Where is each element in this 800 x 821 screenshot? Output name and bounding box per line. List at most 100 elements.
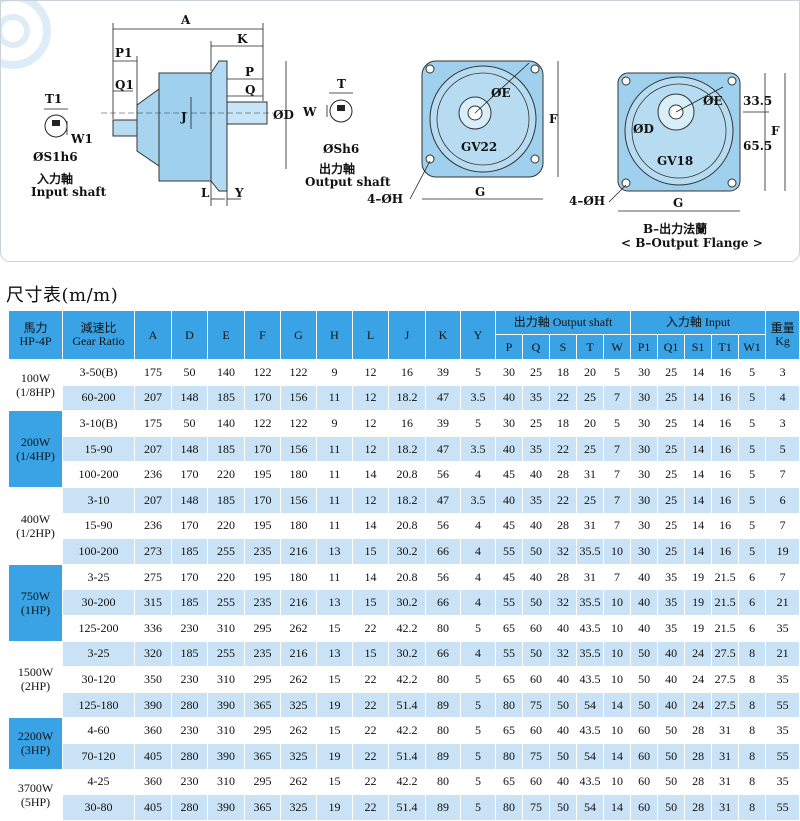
table-cell: 16 — [388, 410, 426, 437]
table-cell: 40 — [630, 589, 659, 616]
table-cell: 43.5 — [576, 666, 604, 693]
table-cell: 236 — [134, 512, 172, 540]
gear-ratio-cell: 125-180 — [62, 691, 135, 719]
table-cell: 255 — [207, 640, 245, 668]
table-row: 750W (1HP) 3-25 275 170 220 195 180 11 14 20.8 56 4 4… — [8, 563, 800, 642]
table-cell: 336 — [134, 614, 172, 642]
table-cell: 5 — [738, 384, 767, 412]
table-cell: 55 — [765, 742, 800, 770]
table-cell: 80 — [495, 742, 523, 770]
table-cell: 40 — [657, 691, 686, 719]
table-cell: 21.5 — [711, 614, 740, 642]
gear-ratio-cell: 125-200 — [62, 614, 135, 642]
table-cell: 80 — [425, 666, 461, 693]
table-cell: 16 — [711, 359, 740, 386]
table-cell: 3 — [765, 410, 800, 437]
table-cell: 220 — [207, 563, 245, 591]
table-cell: 273 — [134, 538, 172, 565]
decorative-gear-icon — [1, 1, 51, 69]
table-cell: 50 — [549, 794, 577, 821]
table-cell: 50 — [657, 717, 686, 744]
table-cell: 30 — [630, 410, 659, 437]
table-cell: 31 — [576, 461, 604, 488]
hp-watt-label: 1500W — [17, 665, 54, 680]
header-Q1: Q1 — [657, 334, 686, 360]
header-G: G — [280, 310, 317, 360]
table-cell: 185 — [171, 538, 208, 565]
table-cell: 16 — [711, 435, 740, 463]
table-cell: 14 — [684, 359, 713, 386]
table-cell: 22 — [352, 666, 389, 693]
table-cell: 180 — [280, 512, 317, 540]
table-row: 400W (1/2HP) 3-10 207 148 185 170 156 11 12 18.2 47… — [8, 486, 800, 565]
table-cell: 175 — [134, 410, 172, 437]
table-cell: 14 — [602, 794, 632, 821]
table-cell: 25 — [522, 410, 550, 437]
table-cell: 156 — [280, 384, 317, 412]
table-cell: 19 — [684, 589, 713, 616]
table-cell: 7 — [765, 512, 800, 540]
table-cell: 156 — [280, 435, 317, 463]
table-cell: 16 — [711, 486, 740, 514]
gv22-H-label: 4–ØH — [367, 192, 403, 206]
table-cell: 47 — [425, 384, 461, 412]
table-cell: 43.5 — [576, 614, 604, 642]
table-cell: 30 — [630, 486, 659, 514]
table-cell: 28 — [549, 512, 577, 540]
table-cell: 262 — [280, 666, 317, 693]
table-cell: 80 — [495, 794, 523, 821]
table-cell: 207 — [134, 435, 172, 463]
hp-horsepower-label: (3HP) — [20, 743, 51, 758]
table-cell: 5 — [460, 410, 496, 437]
table-cell: 11 — [316, 512, 353, 540]
table-cell: 35 — [765, 614, 800, 642]
table-cell: 42.2 — [388, 717, 426, 744]
table-cell: 65 — [495, 768, 523, 796]
table-cell: 8 — [738, 640, 767, 668]
gear-ratio-cell: 30-80 — [62, 794, 135, 821]
table-cell: 185 — [207, 435, 245, 463]
table-cell: 35 — [522, 435, 550, 463]
table-cell: 390 — [134, 691, 172, 719]
table-cell: 235 — [244, 640, 281, 668]
table-cell: 12 — [352, 359, 389, 386]
table-cell: 16 — [711, 410, 740, 437]
table-cell: 42.2 — [388, 768, 426, 796]
table-cell: 325 — [280, 794, 317, 821]
table-cell: 56 — [425, 461, 461, 488]
table-cell: 55 — [495, 589, 523, 616]
table-cell: 16 — [388, 359, 426, 386]
header-weight-unit: Kg — [775, 334, 790, 348]
table-cell: 7 — [765, 461, 800, 488]
table-cell: 156 — [280, 486, 317, 514]
table-cell: 5 — [460, 717, 496, 744]
table-cell: 30 — [630, 512, 659, 540]
table-cell: 50 — [522, 538, 550, 565]
table-cell: 148 — [171, 384, 208, 412]
dim-S1h6-label: ØS1h6 — [33, 150, 78, 164]
table-cell: 60 — [630, 794, 659, 821]
table-cell: 35 — [657, 563, 686, 591]
table-cell: 30.2 — [388, 640, 426, 668]
table-row: 2200W (3HP) 4-60 360 230 310 295 262 15 22 42.2 80 5… — [8, 717, 800, 770]
table-cell: 122 — [280, 359, 317, 386]
table-cell: 40 — [495, 486, 523, 514]
table-cell: 35 — [765, 717, 800, 744]
table-cell: 19 — [316, 794, 353, 821]
table-cell: 35.5 — [576, 538, 604, 565]
table-cell: 185 — [171, 640, 208, 668]
table-cell: 320 — [134, 640, 172, 668]
table-cell: 32 — [549, 538, 577, 565]
table-cell: 280 — [171, 691, 208, 719]
table-cell: 22 — [352, 717, 389, 744]
table-cell: 10 — [602, 768, 632, 796]
header-P: P — [495, 334, 523, 360]
gv18-dim-655-label: 65.5 — [743, 139, 772, 153]
gv18-D-label: ØD — [633, 122, 654, 136]
table-cell: 55 — [495, 640, 523, 668]
table-cell: 40 — [549, 666, 577, 693]
table-cell: 40 — [522, 512, 550, 540]
header-weight: 重量 Kg — [765, 310, 800, 360]
table-cell: 15 — [352, 538, 389, 565]
table-cell: 360 — [134, 768, 172, 796]
